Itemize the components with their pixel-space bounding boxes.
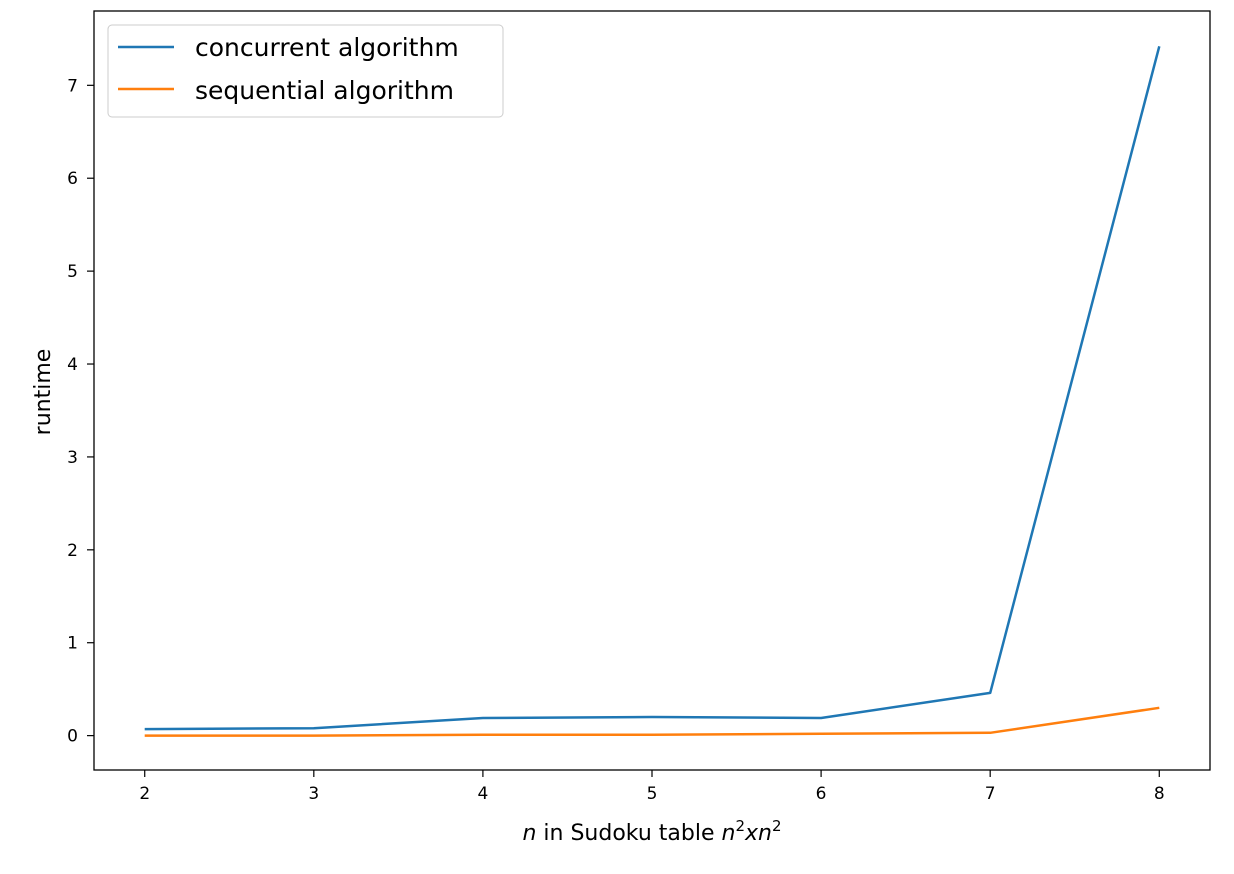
legend-box — [107, 24, 504, 118]
x-axis-label-sup1: 2 — [735, 817, 745, 835]
y-tick-label: 5 — [67, 262, 78, 282]
x-tick-label: 8 — [1154, 784, 1165, 804]
series-line-sequential — [144, 706, 1160, 737]
legend-label-concurrent: concurrent algorithm — [195, 33, 459, 62]
x-axis-ticks: 2 3 4 5 6 7 8 — [139, 770, 1165, 804]
y-tick-label: 4 — [67, 355, 78, 375]
x-axis-label: n in Sudoku table n2xn2 — [522, 817, 781, 846]
y-axis-label: runtime — [31, 349, 56, 436]
x-axis-label-base2: xn — [744, 821, 772, 846]
x-tick-label: 2 — [139, 784, 150, 804]
legend-label-sequential: sequential algorithm — [195, 76, 454, 105]
x-axis-label-base1: n — [722, 821, 736, 846]
x-tick-label: 5 — [647, 784, 658, 804]
series-layer — [144, 45, 1161, 737]
x-tick-label: 4 — [477, 784, 488, 804]
y-tick-label: 1 — [67, 634, 78, 654]
y-axis-ticks: 0 1 2 3 4 5 6 7 — [67, 76, 94, 747]
y-tick-label: 0 — [67, 727, 78, 747]
y-tick-label: 6 — [67, 169, 78, 189]
y-tick-label: 3 — [67, 448, 78, 468]
x-axis-label-text: in Sudoku table — [536, 821, 721, 846]
x-axis-label-sup2: 2 — [772, 817, 782, 835]
x-axis-label-var: n — [522, 821, 536, 846]
legend: concurrent algorithm sequential algorith… — [107, 24, 504, 118]
series-line-concurrent — [144, 45, 1161, 731]
y-tick-label: 7 — [67, 76, 78, 96]
x-tick-label: 3 — [308, 784, 319, 804]
y-tick-label: 2 — [67, 541, 78, 561]
x-tick-label: 7 — [985, 784, 996, 804]
x-tick-label: 6 — [816, 784, 827, 804]
plot-area — [94, 11, 1210, 770]
